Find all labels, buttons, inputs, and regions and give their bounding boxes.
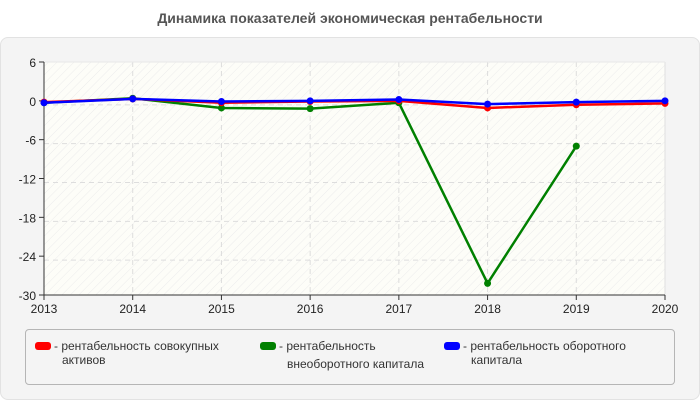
data-point[interactable] xyxy=(484,279,492,287)
data-point[interactable] xyxy=(572,142,580,150)
y-tick-label: -18 xyxy=(19,211,37,225)
x-tick-label: 2017 xyxy=(386,302,413,316)
chart-title: Динамика показателей экономическая рента… xyxy=(157,10,543,26)
legend-swatch-blue-icon xyxy=(444,342,460,350)
y-tick-label: -12 xyxy=(19,173,37,187)
data-point[interactable] xyxy=(661,97,669,105)
data-point[interactable] xyxy=(217,97,225,105)
x-tick-label: 2020 xyxy=(652,302,679,316)
y-tick-label: -6 xyxy=(25,134,36,148)
y-tick-label: -24 xyxy=(19,250,37,264)
legend-item-noncurrent-capital: - рентабельность внеоборотного капитала xyxy=(260,339,459,375)
legend-swatch-green-icon xyxy=(260,342,276,350)
data-point[interactable] xyxy=(484,100,492,108)
data-point[interactable] xyxy=(217,104,225,112)
legend-swatch-red-icon xyxy=(35,342,51,350)
data-point[interactable] xyxy=(306,97,314,105)
data-point[interactable] xyxy=(129,95,137,103)
y-tick-label: 6 xyxy=(29,56,36,70)
data-point[interactable] xyxy=(40,99,48,107)
y-tick-label: -30 xyxy=(19,289,37,303)
x-tick-label: 2016 xyxy=(297,302,324,316)
x-tick-label: 2015 xyxy=(208,302,235,316)
legend-item-total-assets: - рентабельность совокупных активов xyxy=(35,339,234,367)
x-tick-label: 2013 xyxy=(31,302,58,316)
chart-legend: - рентабельность совокупных активов - рен… xyxy=(25,329,675,385)
series-line xyxy=(43,97,666,106)
data-point[interactable] xyxy=(306,105,314,113)
y-tick-label: 0 xyxy=(29,95,36,109)
data-point[interactable] xyxy=(395,96,403,104)
x-tick-label: 2014 xyxy=(119,302,146,316)
x-tick-label: 2019 xyxy=(563,302,590,316)
x-tick-label: 2018 xyxy=(474,302,501,316)
data-point[interactable] xyxy=(572,98,580,106)
legend-item-working-capital: - рентабельность оборотного капитала xyxy=(444,339,643,367)
